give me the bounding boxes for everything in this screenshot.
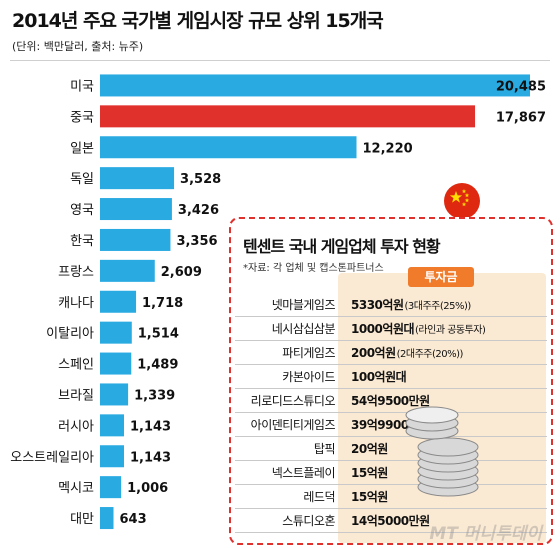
bar-11 <box>100 383 129 406</box>
table-row: 넥스트플레이 15억원 <box>235 461 547 485</box>
category-label: 스페인 <box>58 358 94 373</box>
bar-6 <box>100 228 171 251</box>
value-label: 1,339 <box>134 388 175 403</box>
bar-1 <box>100 74 530 97</box>
category-label: 독일 <box>70 172 94 187</box>
bar-14 <box>100 476 122 499</box>
table-row: 넷마블게임즈 5330억원 (3대주주(25%)) <box>235 293 547 317</box>
value-label: 1,514 <box>138 327 179 342</box>
table-row: 카본아이드 100억원대 <box>235 365 547 389</box>
table-row: 탑픽 20억원 <box>235 437 547 461</box>
company-name: 아이덴티티게임즈 <box>250 418 336 432</box>
value-label: 1,006 <box>127 481 168 496</box>
bar-9 <box>100 321 132 344</box>
bar-13 <box>100 445 124 468</box>
investment-table: 넷마블게임즈 5330억원 (3대주주(25%)) 네시삼십삼분 1000억원대 (라인과… <box>235 293 547 533</box>
bar-15 <box>100 507 114 530</box>
category-label: 대만 <box>70 512 94 527</box>
category-label: 영국 <box>70 203 94 218</box>
value-label: 1,489 <box>137 358 178 373</box>
investment-note: (2대주주(20%)) <box>396 349 464 360</box>
investment-header: 투자금 <box>408 267 474 287</box>
investment-amount: 100억원대 <box>351 370 407 384</box>
panel-source: *자료: 각 업체 및 캡스톤파트너스 <box>243 263 384 274</box>
investment-note: (라인과 공동투자) <box>415 325 486 336</box>
value-label: 3,356 <box>176 234 217 249</box>
bar-2 <box>100 105 476 128</box>
category-label: 중국 <box>70 110 94 125</box>
value-label: 643 <box>119 512 146 527</box>
company-name: 탑픽 <box>313 442 336 456</box>
value-label: 2,609 <box>161 265 202 280</box>
china-flag-icon <box>444 183 480 219</box>
value-label: 1,143 <box>130 450 171 465</box>
table-row: 스튜디오혼 14억5000만원 <box>235 509 547 533</box>
category-label: 프랑스 <box>58 265 94 280</box>
investment-amount: 15억원 <box>351 466 388 480</box>
investment-note: (3대주주(25%)) <box>404 301 471 312</box>
coin-stack-icon <box>405 406 479 497</box>
company-name: 넥스트플레이 <box>271 466 336 480</box>
investment-amount: 1000억원대 <box>351 322 415 336</box>
investment-amount: 15억원 <box>351 490 388 504</box>
watermark-logo: MT 머니투데이 <box>429 524 542 544</box>
investment-amount: 54억9500만원 <box>351 394 430 408</box>
table-row: 리로디드스튜디오 54억9500만원 <box>235 389 547 413</box>
category-label: 캐나다 <box>58 296 94 311</box>
value-label: 3,426 <box>178 203 219 218</box>
value-label: 20,485 <box>496 79 546 94</box>
bar-12 <box>100 414 124 437</box>
table-row: 아이덴티티게임즈 39억9900만원 <box>235 413 547 437</box>
company-name: 레드덕 <box>303 490 335 504</box>
title-divider <box>10 60 550 61</box>
company-name: 리로디드스튜디오 <box>250 394 336 408</box>
company-name: 넷마블게임즈 <box>271 298 336 312</box>
panel-title: 텐센트 국내 게임업체 투자 현황 <box>243 237 441 256</box>
investment-amount: 20억원 <box>351 442 388 456</box>
tencent-investment-panel: 텐센트 국내 게임업체 투자 현황 *자료: 각 업체 및 캡스톤파트너스 투자… <box>229 217 553 545</box>
value-label: 1,718 <box>142 296 183 311</box>
table-row: 네시삼십삼분 1000억원대 (라인과 공동투자) <box>235 317 547 341</box>
investment-amount: 5330억원 <box>351 298 404 312</box>
category-label: 오스트레일리아 <box>10 450 94 465</box>
bar-7 <box>100 259 155 282</box>
company-name: 스튜디오혼 <box>282 514 335 528</box>
investment-amount: 200억원 <box>351 346 396 360</box>
value-label: 17,867 <box>496 110 546 125</box>
category-label: 멕시코 <box>58 481 94 496</box>
company-name: 파티게임즈 <box>282 346 335 360</box>
category-label: 러시아 <box>58 419 94 434</box>
company-name: 네시삼십삼분 <box>271 322 336 336</box>
chart-title: 2014년 주요 국가별 게임시장 규모 상위 15개국 <box>12 10 384 32</box>
bar-10 <box>100 352 132 375</box>
category-label: 이탈리아 <box>46 327 94 342</box>
value-label: 12,220 <box>363 141 413 156</box>
category-label: 한국 <box>70 234 94 249</box>
value-label: 3,528 <box>180 172 221 187</box>
category-label: 브라질 <box>58 388 94 403</box>
table-row: 레드덕 15억원 <box>235 485 547 509</box>
category-label: 일본 <box>70 141 94 156</box>
company-name: 카본아이드 <box>282 370 335 384</box>
bar-8 <box>100 290 137 313</box>
category-label: 미국 <box>70 79 94 94</box>
bar-4 <box>100 167 175 190</box>
table-row: 파티게임즈 200억원 (2대주주(20%)) <box>235 341 547 365</box>
chart-subtitle: (단위: 백만달러, 출처: 뉴주) <box>12 40 144 53</box>
investment-amount: 14억5000만원 <box>351 514 430 528</box>
bar-3 <box>100 136 357 159</box>
value-label: 1,143 <box>130 419 171 434</box>
bar-5 <box>100 198 172 221</box>
